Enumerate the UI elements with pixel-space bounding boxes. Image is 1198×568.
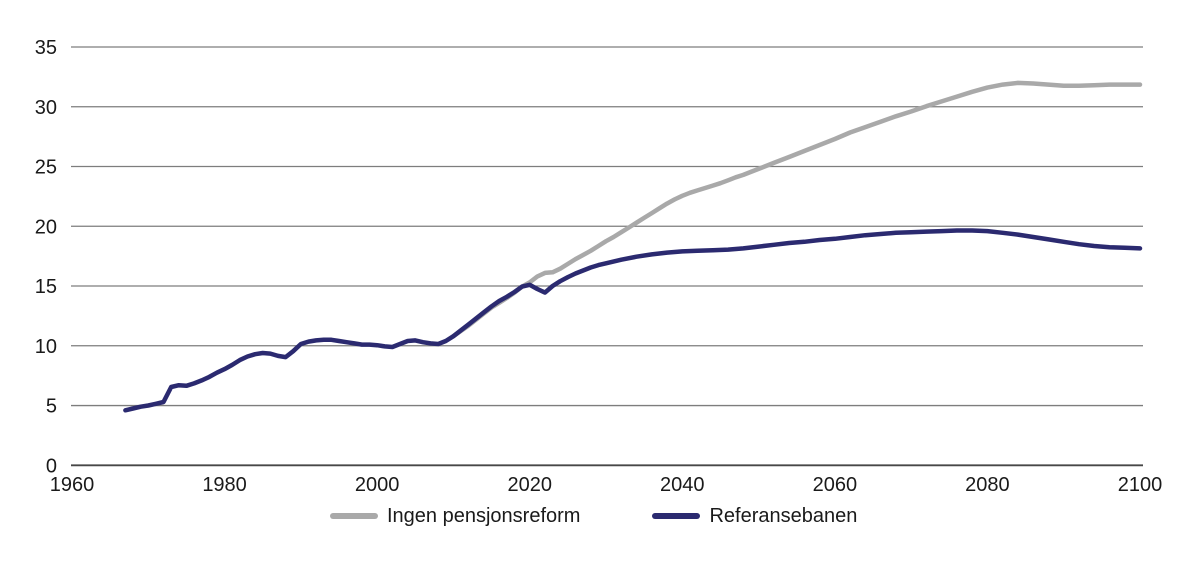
series-line-ingen-pensjonsreform: [451, 80, 1143, 339]
x-tick-label: 2080: [965, 474, 1010, 496]
legend-swatch-gray: [330, 513, 378, 519]
x-tick-label: 1960: [50, 474, 95, 496]
y-tick-label: 5: [46, 396, 57, 418]
legend-swatch-navy: [652, 513, 701, 519]
chart-legend: Ingen pensjonsreform Referansebanen: [330, 506, 857, 526]
legend-item-ingen-pensjonsreform: Ingen pensjonsreform: [330, 506, 580, 526]
x-tick-label: 2020: [507, 474, 552, 496]
x-tick-label: 2040: [660, 474, 705, 496]
y-tick-label: 15: [35, 276, 57, 298]
x-tick-label: 1980: [202, 474, 247, 496]
x-tick-label: 2100: [1118, 474, 1163, 496]
legend-label: Ingen pensjonsreform: [387, 505, 581, 527]
y-tick-label: 20: [35, 216, 57, 238]
y-tick-label: 25: [35, 157, 57, 179]
y-tick-label: 35: [35, 37, 57, 59]
x-tick-label: 2060: [813, 474, 858, 496]
x-tick-label: 2000: [355, 474, 400, 496]
series-line-referansebanen: [123, 228, 1143, 413]
y-tick-label: 30: [35, 97, 57, 119]
legend-item-referansebanen: Referansebanen: [652, 506, 857, 526]
y-tick-label: 10: [35, 336, 57, 358]
legend-label: Referansebanen: [709, 505, 858, 527]
y-tick-label: 0: [46, 455, 57, 477]
